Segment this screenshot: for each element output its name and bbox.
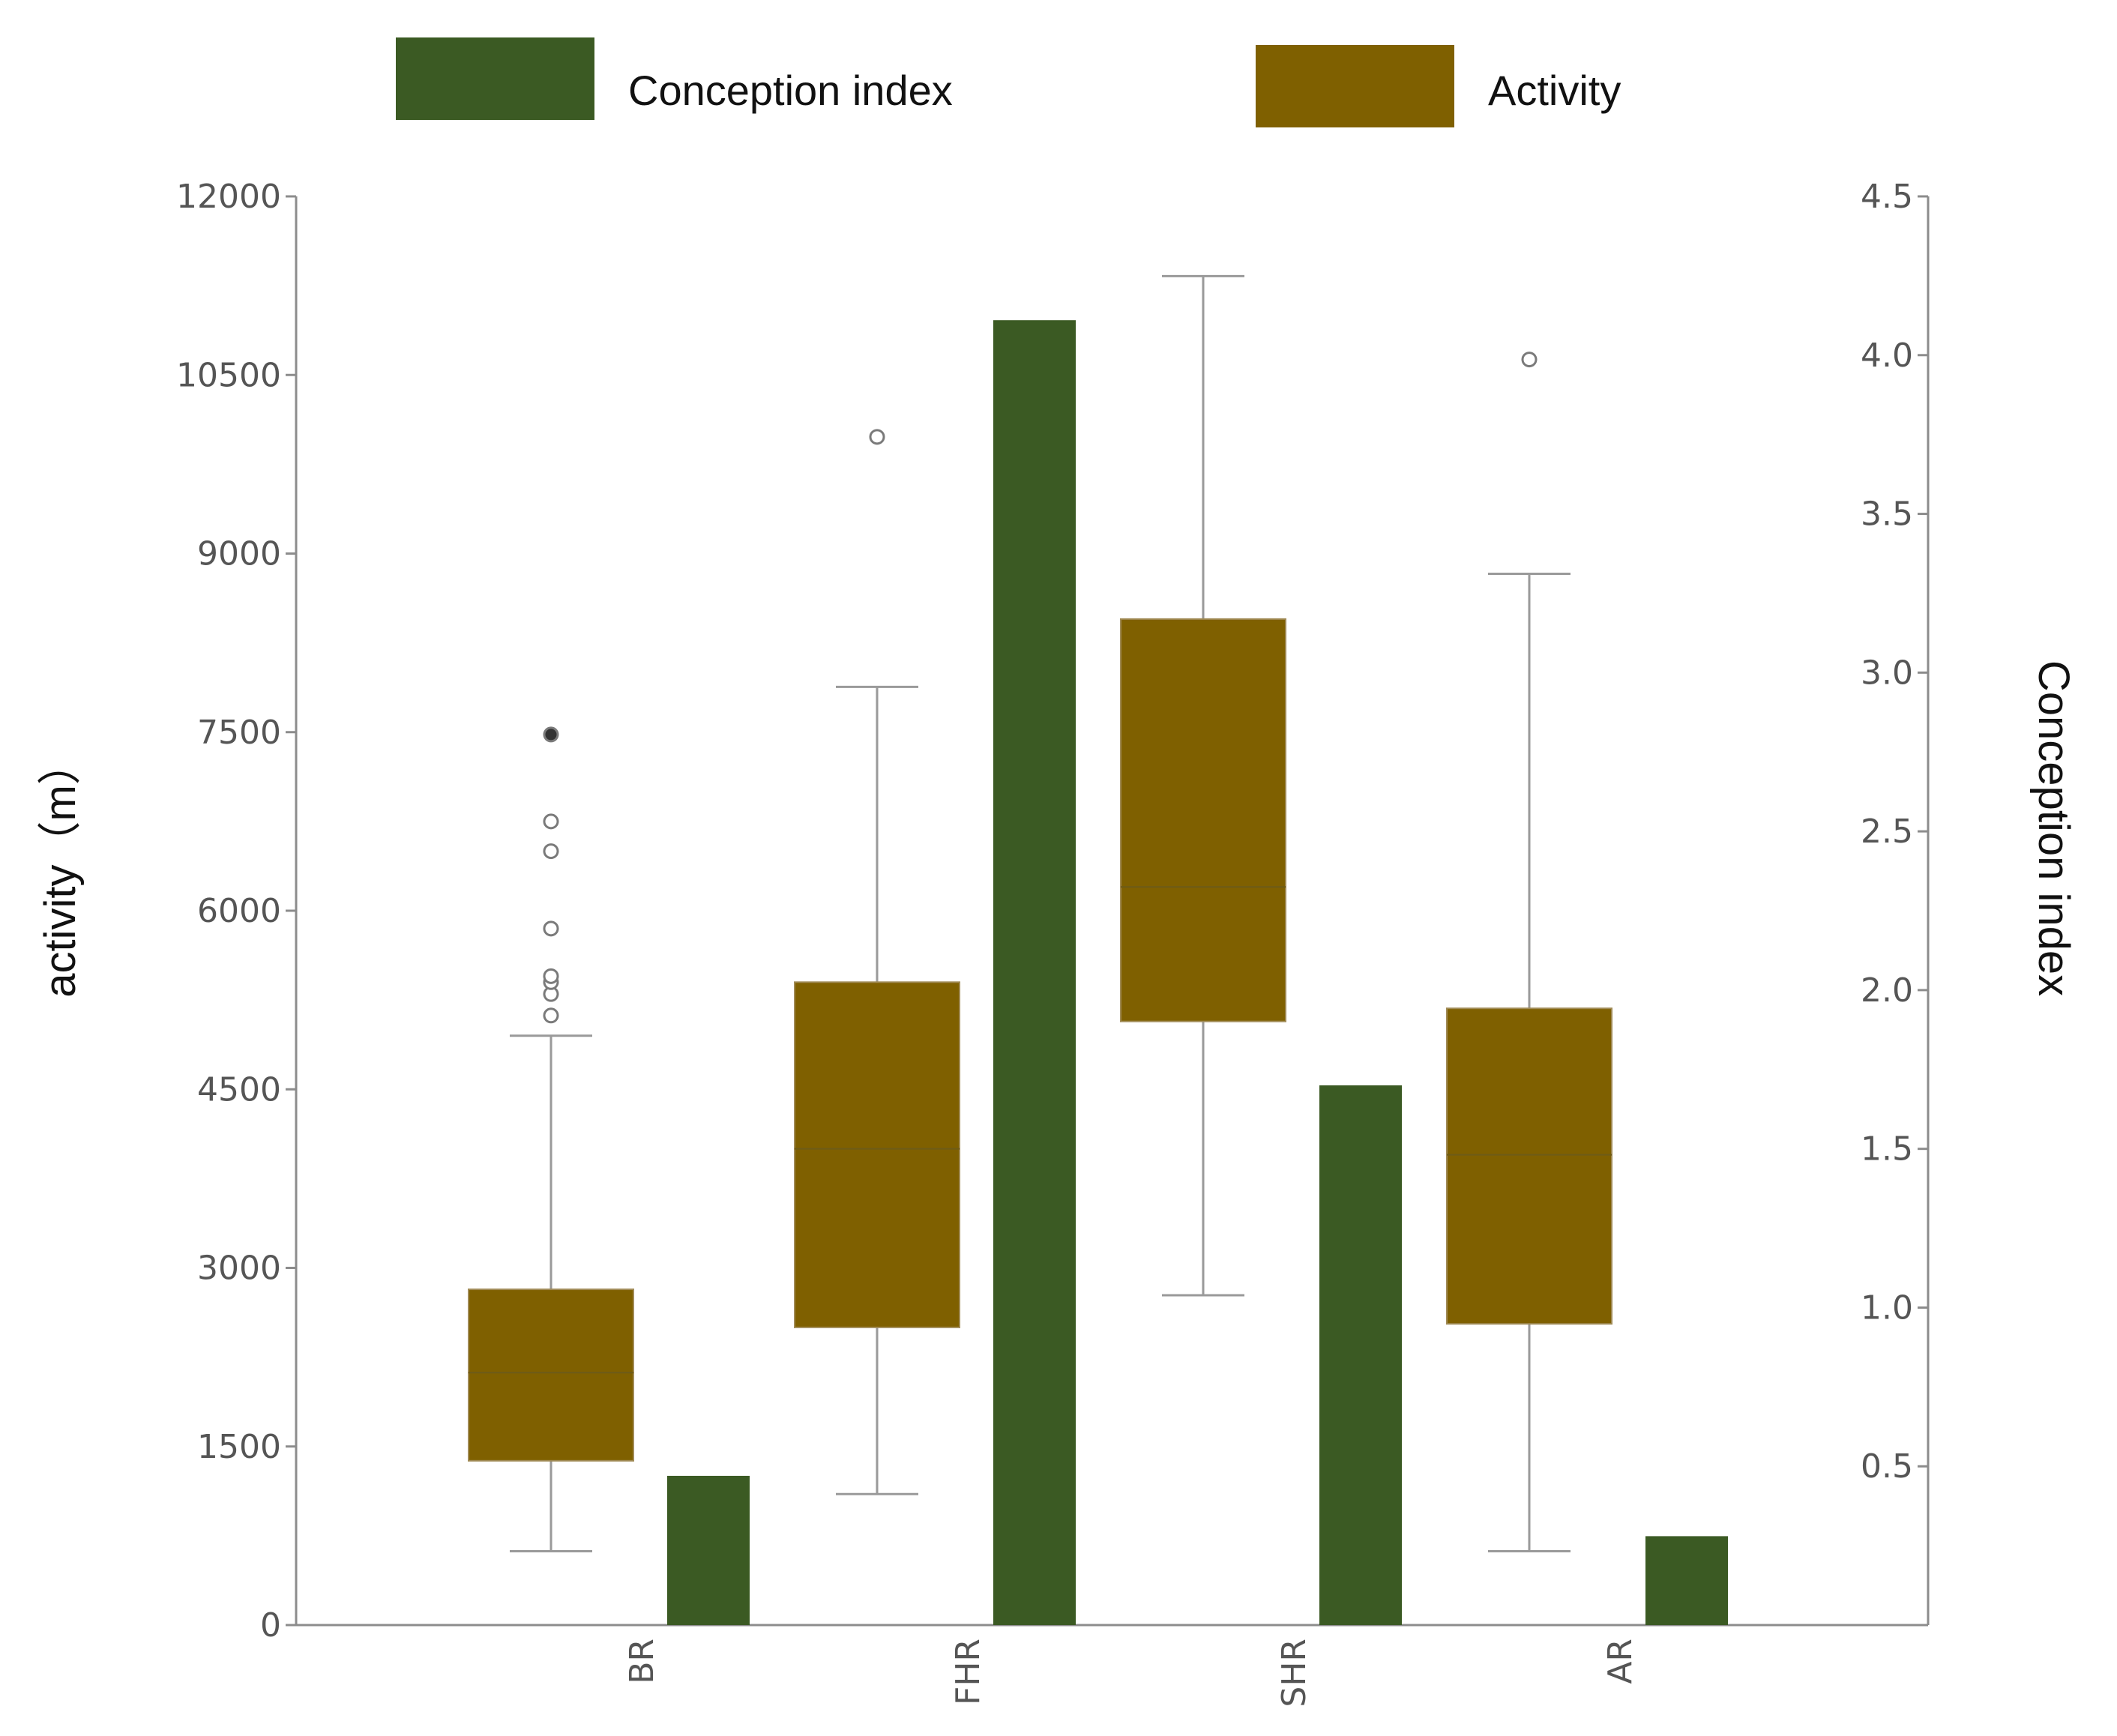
right-tick-label: 1.5 — [1861, 1130, 1913, 1169]
left-tick-label: 6000 — [197, 892, 281, 930]
conception-index-bar-br — [667, 1475, 750, 1625]
outlier-point-br — [543, 843, 559, 860]
outlier-point-ar — [1521, 352, 1538, 368]
outlier-point-br — [543, 1007, 559, 1024]
right-tick-label: 2.0 — [1861, 971, 1913, 1010]
legend-label-activity: Activity — [1488, 67, 1621, 114]
right-tick-label: 3.5 — [1861, 495, 1913, 534]
outlier-point-br — [543, 726, 559, 743]
left-axis-ticks: 0 1500 3000 4500 6000 7500 9000 10500 12000 — [176, 178, 296, 1645]
outlier-point-br — [543, 968, 559, 984]
right-tick-label: 2.5 — [1861, 813, 1913, 851]
legend-swatch-activity — [1256, 45, 1454, 127]
left-tick-label: 10500 — [176, 356, 281, 394]
category-label-br: BR — [623, 1639, 661, 1684]
conception-index-bar-ar — [1645, 1536, 1728, 1625]
category-label-fhr: FHR — [949, 1639, 987, 1705]
legend-label-conception-index: Conception index — [628, 67, 953, 114]
left-tick-label: 1500 — [197, 1428, 281, 1466]
category-label-shr: SHR — [1275, 1639, 1313, 1708]
left-tick-label: 9000 — [197, 535, 281, 573]
category-label-ar: AR — [1601, 1639, 1639, 1684]
conception-index-bar-shr — [1319, 1085, 1402, 1625]
activity-box-ar — [1446, 1007, 1612, 1325]
right-tick-label: 0.5 — [1861, 1447, 1913, 1486]
category-labels: BR FHR SHR AR — [623, 1639, 1639, 1708]
conception-index-bar-fhr — [993, 320, 1076, 1626]
left-tick-label: 0 — [260, 1606, 281, 1645]
left-tick-label: 7500 — [197, 714, 281, 752]
activity-box-fhr — [794, 981, 960, 1328]
conception-index-bars — [667, 320, 1728, 1626]
left-tick-label: 12000 — [176, 178, 281, 216]
left-tick-label: 4500 — [197, 1070, 281, 1109]
right-axis-title: Conception index — [2029, 660, 2078, 996]
right-tick-label: 1.0 — [1861, 1289, 1913, 1327]
right-tick-label: 3.0 — [1861, 654, 1913, 692]
legend: Conception index Activity — [396, 37, 1621, 127]
right-axis-ticks: 0.5 1.0 1.5 2.0 2.5 3.0 3.5 4.0 4.5 — [1861, 178, 1928, 1486]
left-axis-title: activity（m） — [36, 741, 85, 998]
right-tick-label: 4.0 — [1861, 337, 1913, 375]
legend-swatch-conception-index — [396, 37, 594, 120]
activity-box-br — [468, 1289, 634, 1462]
outlier-point-fhr — [869, 429, 885, 445]
activity-box-shr — [1120, 618, 1286, 1022]
activity-boxplots — [468, 274, 1612, 1553]
right-tick-label: 4.5 — [1861, 178, 1913, 216]
outlier-point-br — [543, 813, 559, 830]
left-tick-label: 3000 — [197, 1250, 281, 1288]
outlier-point-br — [543, 920, 559, 937]
